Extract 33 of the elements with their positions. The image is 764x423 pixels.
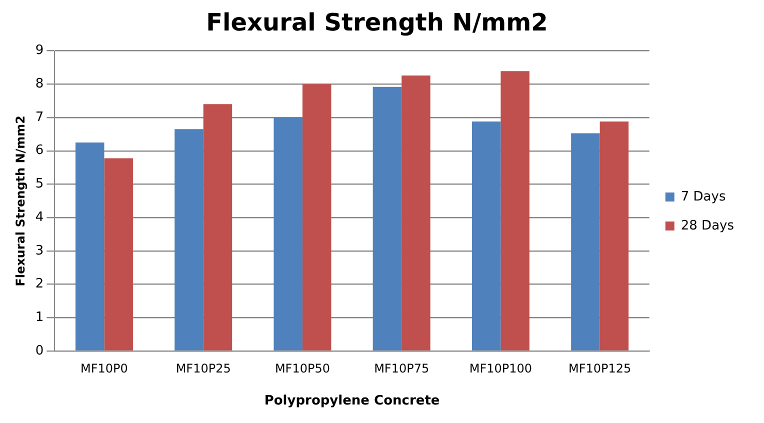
x-tick-label: MF10P50 xyxy=(274,361,330,376)
bar xyxy=(274,118,302,350)
y-tick-label: 9 xyxy=(35,43,44,58)
bar xyxy=(600,122,629,350)
x-tick-label: MF10P25 xyxy=(176,361,231,376)
x-tick-label: MF10P75 xyxy=(374,361,430,376)
legend-label: 7 Days xyxy=(680,189,726,204)
y-tick-label: 2 xyxy=(35,276,44,292)
bar xyxy=(571,133,600,350)
x-tick-label: MF10P100 xyxy=(469,361,532,376)
y-tick-label: 3 xyxy=(35,243,44,258)
y-axis-title: Flexural Strength N/mm2 xyxy=(13,115,28,286)
chart-title: Flexural Strength N/mm2 xyxy=(206,8,548,37)
y-tick-label: 6 xyxy=(35,143,44,158)
y-tick-label: 0 xyxy=(35,343,44,358)
x-axis-title: Polypropylene Concrete xyxy=(264,394,440,409)
legend-label: 28 Days xyxy=(680,218,734,234)
bar xyxy=(75,142,104,350)
bar xyxy=(372,86,402,350)
bar xyxy=(402,75,430,350)
bar xyxy=(472,122,501,350)
y-tick-label: 4 xyxy=(35,210,44,225)
x-tick-label: MF10P125 xyxy=(568,361,632,376)
bar xyxy=(500,71,530,350)
x-tick-label: MF10P0 xyxy=(80,361,128,376)
y-tick-label: 1 xyxy=(35,310,44,326)
bar xyxy=(203,104,232,350)
y-tick-label: 5 xyxy=(35,176,44,192)
bar xyxy=(174,129,204,350)
y-tick-label: 8 xyxy=(35,76,44,92)
bar xyxy=(302,84,332,350)
y-tick-label: 7 xyxy=(35,110,44,125)
bar xyxy=(104,158,133,350)
